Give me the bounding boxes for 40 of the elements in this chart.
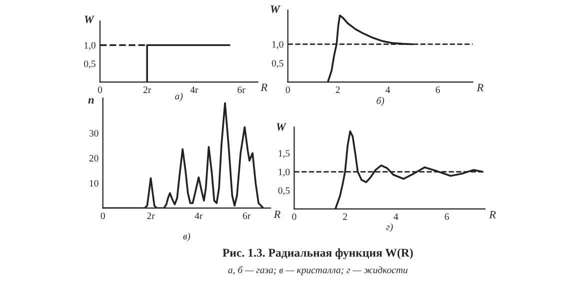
- x-tick-label: 4r: [190, 86, 198, 93]
- y-tick-label: 30: [89, 130, 98, 137]
- x-tick-label: 6r: [242, 212, 251, 220]
- x-tick-label: 2r: [143, 86, 152, 93]
- x-tick-label: 6r: [238, 86, 246, 94]
- text: в): [183, 232, 190, 242]
- x-tick-label: 2r: [147, 212, 155, 220]
- y-tick-label: 10: [90, 180, 98, 187]
- x-axis-title: R: [476, 84, 484, 92]
- x-tick-label: 0: [100, 212, 105, 220]
- x-axis-title: R: [274, 210, 280, 218]
- y-axis-title: W: [270, 6, 280, 13]
- y-tick-label: 0,5: [272, 60, 284, 68]
- y-tick-label: 1,0: [272, 41, 284, 50]
- y-axis-title: n: [88, 98, 94, 104]
- text: а, б — газа; в — кристалла; г — жидкости: [228, 266, 408, 276]
- x-tick-label: 2: [336, 86, 340, 93]
- y-tick-label: 0,5: [278, 187, 290, 196]
- x-tick-label: 0: [286, 86, 290, 94]
- y-tick-label: 20: [89, 155, 98, 162]
- x-tick-label: 6: [444, 213, 449, 220]
- y-tick-label: 0,5: [84, 60, 96, 68]
- y-tick-label: 1,5: [278, 150, 290, 158]
- x-tick-label: 6: [436, 86, 440, 94]
- y-tick-label: 1,0: [278, 168, 290, 177]
- x-axis-title: R: [489, 211, 496, 218]
- text: б): [376, 96, 384, 106]
- x-tick-label: 4: [394, 213, 398, 220]
- x-tick-label: 0: [292, 213, 296, 220]
- text: г): [386, 223, 393, 232]
- x-tick-label: 4: [386, 86, 390, 93]
- x-tick-label: 0: [98, 86, 102, 94]
- x-tick-label: 2: [343, 213, 347, 220]
- x-axis-title: R: [260, 84, 268, 91]
- y-axis-title: W: [84, 16, 95, 24]
- x-tick-label: 4r: [194, 212, 203, 220]
- y-axis-title: W: [276, 123, 286, 131]
- y-tick-label: 1,0: [84, 42, 96, 50]
- text: Рис. 1.3. Радиальная функция W(R): [222, 248, 413, 260]
- text: а): [175, 92, 183, 102]
